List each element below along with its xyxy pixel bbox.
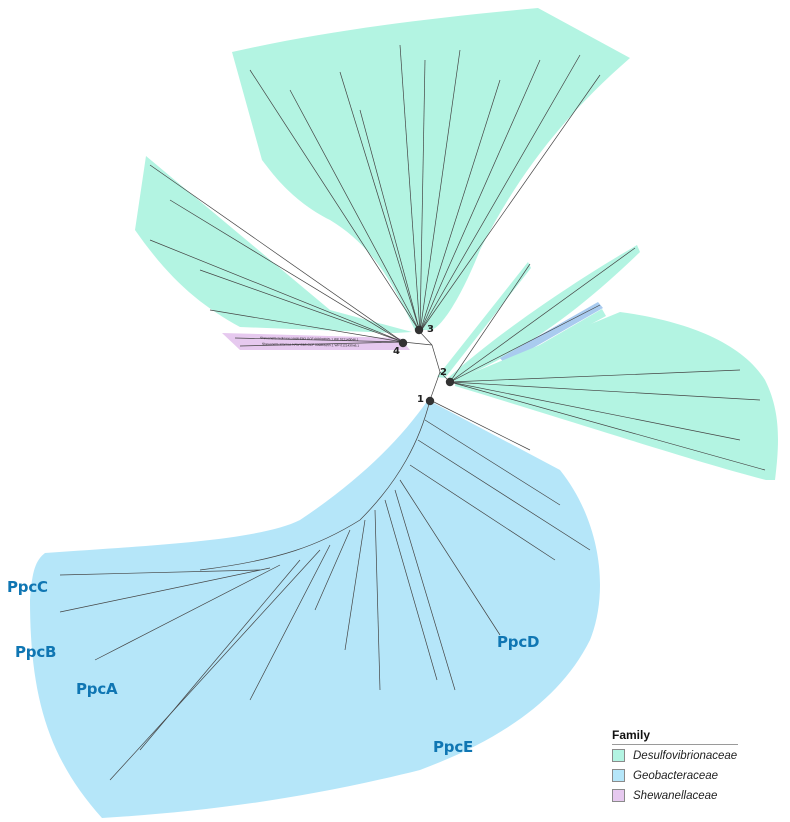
desulfovibrionaceae-region-right	[455, 312, 778, 480]
node-label-4: 4	[393, 346, 400, 357]
node-label-1: 1	[417, 394, 424, 405]
family-legend: Family Desulfovibrionaceae Geobacteracea…	[612, 728, 742, 805]
legend-item-shewanellaceae: Shewanellaceae	[612, 786, 742, 805]
node-3-dot[interactable]	[414, 325, 424, 335]
shewanellaceae-region	[222, 333, 410, 350]
node-4-dot[interactable]	[398, 338, 408, 348]
clade-label-ppca: PpcA	[76, 680, 118, 698]
legend-swatch-geobacteraceae	[612, 769, 625, 782]
legend-label: Geobacteraceae	[633, 769, 719, 782]
legend-title: Family	[612, 728, 738, 745]
legend-item-geobacteraceae: Geobacteraceae	[612, 766, 742, 785]
legend-swatch-desulfovibrionaceae	[612, 749, 625, 762]
node-1-dot[interactable]	[425, 396, 435, 406]
clade-label-ppcc: PpcC	[7, 578, 48, 596]
legend-label: Shewanellaceae	[633, 789, 718, 802]
legend-label: Desulfovibrionaceae	[633, 749, 738, 762]
node-2-dot[interactable]	[445, 377, 455, 387]
legend-item-desulfovibrionaceae: Desulfovibrionaceae	[612, 746, 742, 765]
clade-label-ppce: PpcE	[433, 738, 474, 756]
node-label-2: 2	[440, 367, 447, 378]
clade-label-ppcd: PpcD	[497, 633, 540, 651]
legend-swatch-shewanellaceae	[612, 789, 625, 802]
shewanella-tip-label: Shewanella atlantica HAW-EB5 GCF 0098662…	[262, 342, 359, 348]
branches	[59, 44, 766, 781]
highlight-blue-branch	[500, 302, 603, 364]
desulfovibrionaceae-region-top	[232, 8, 630, 330]
desulfovibrionaceae-region-thin	[437, 262, 531, 378]
geobacteraceae-region	[30, 400, 600, 818]
clade-label-ppcb: PpcB	[15, 643, 57, 661]
desulfovibrionaceae-region-left	[135, 156, 412, 333]
shewanella-tip-label: Shewanella sediminis HAW-EB3 GCF 0000180…	[260, 336, 359, 342]
node-label-3: 3	[427, 324, 434, 335]
